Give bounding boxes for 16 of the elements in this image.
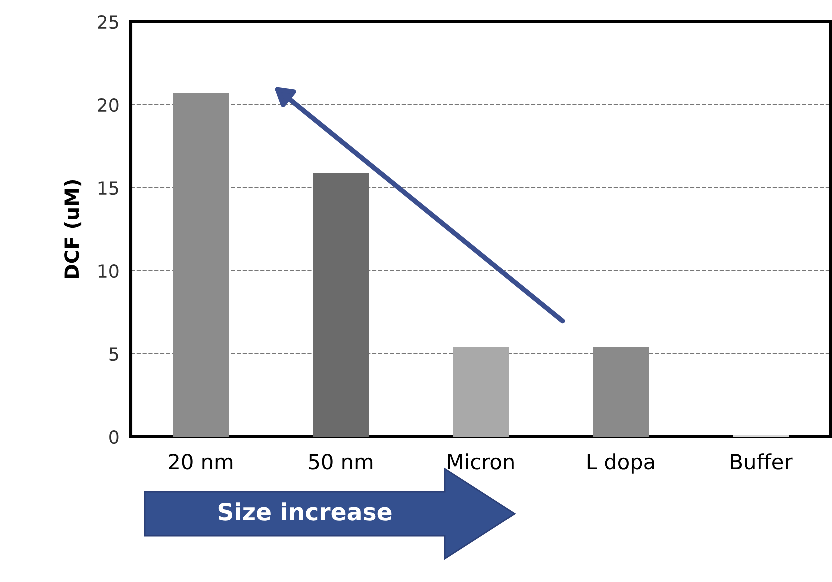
y-tick-label: 15	[98, 182, 118, 196]
y-tick-label: 25	[98, 15, 118, 30]
bar	[453, 347, 509, 437]
bar	[173, 93, 229, 437]
x-tick-label: 20 nm	[169, 454, 233, 470]
x-tick-label: Buffer	[731, 454, 793, 470]
y-tick-label: 5	[110, 348, 118, 362]
x-tick-label: Micron	[448, 454, 514, 470]
y-tick-label: 20	[98, 98, 119, 112]
x-tick-label: 50 nm	[309, 454, 373, 470]
y-tick-label: 0	[110, 430, 119, 444]
y-axis-title: DCF (uM)	[64, 180, 82, 278]
text: Size increase	[218, 502, 392, 521]
bar	[593, 347, 649, 437]
y-tick-label: 10	[98, 264, 119, 278]
x-tick-label: L dopa	[588, 454, 654, 474]
